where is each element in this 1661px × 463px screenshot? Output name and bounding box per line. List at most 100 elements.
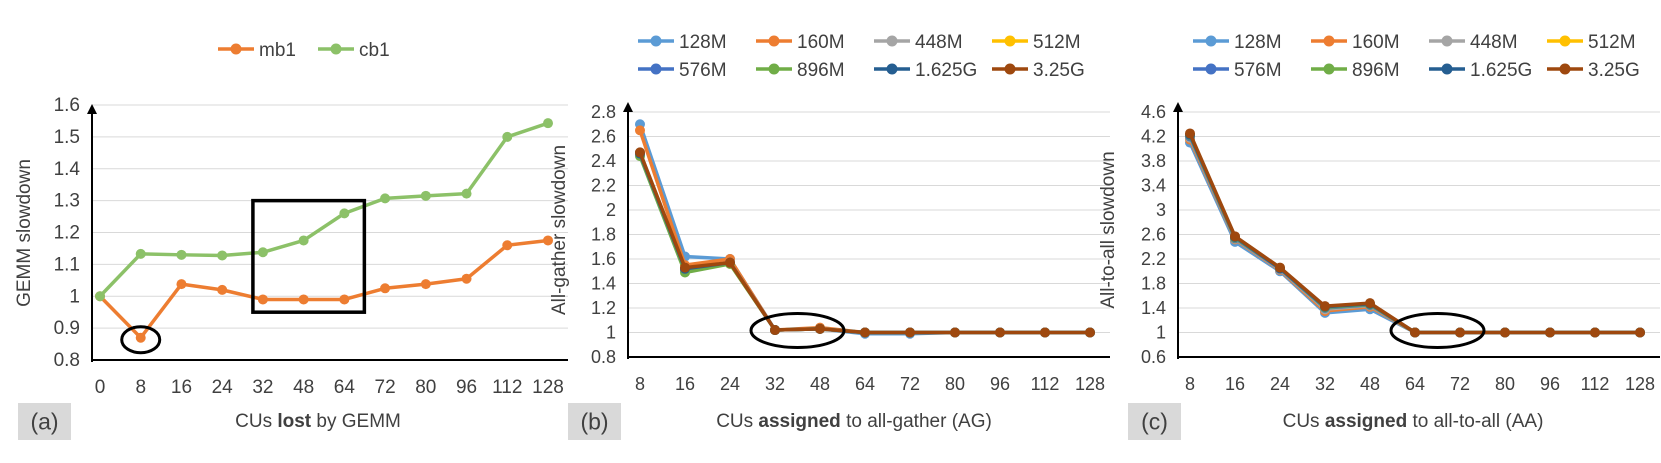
data-point-cb1 — [543, 118, 553, 129]
data-point-cb1 — [257, 247, 268, 258]
x-tick-label: 80 — [1495, 374, 1515, 394]
highlight-ellipse — [1389, 312, 1486, 349]
legend-label-1.625G: 1.625G — [1470, 60, 1532, 81]
x-tick-label: 112 — [1581, 374, 1610, 394]
panel-label: (c) — [1141, 409, 1168, 435]
legend-marker-3.25G — [1004, 63, 1016, 75]
x-tick-label: 112 — [1031, 374, 1060, 394]
legend-label-448M: 448M — [915, 32, 963, 53]
series-line-896M — [638, 155, 1090, 335]
x-tick-label: 16 — [171, 377, 192, 398]
data-point-cb1 — [380, 193, 391, 204]
data-point-mb1 — [543, 235, 553, 246]
x-tick-label: 0 — [95, 377, 106, 398]
data-point-3.25G — [950, 327, 960, 338]
x-tick-label: 16 — [1225, 374, 1245, 394]
data-point-3.25G — [680, 262, 690, 273]
legend-marker-160M — [1323, 35, 1335, 47]
x-axis-label: CUs assigned to all-gather (AG) — [716, 411, 992, 432]
x-tick-label: 32 — [765, 374, 785, 394]
data-point-3.25G — [1500, 327, 1510, 338]
y-tick-label: 2.6 — [591, 127, 616, 147]
legend-label-576M: 576M — [1234, 60, 1282, 81]
legend-label-160M: 160M — [797, 32, 845, 53]
legend-marker-128M — [650, 35, 662, 47]
x-tick-label: 112 — [492, 377, 522, 398]
x-tick-label: 72 — [375, 377, 396, 398]
x-axis-label-part: CUs — [716, 411, 758, 432]
y-axis-label: All-gather slowdown — [549, 145, 570, 315]
x-tick-label: 72 — [900, 374, 920, 394]
series-line-448M — [1188, 137, 1640, 335]
x-tick-label: 80 — [415, 377, 436, 398]
x-tick-label: 96 — [456, 377, 477, 398]
highlight-box — [251, 198, 367, 314]
data-point-3.25G — [1185, 128, 1195, 139]
data-point-3.25G — [1275, 262, 1285, 273]
legend-marker-896M — [1323, 63, 1335, 75]
y-tick-label: 1.1 — [54, 254, 80, 275]
x-tick-label: 8 — [135, 377, 146, 398]
data-point-3.25G — [1455, 327, 1465, 338]
data-point-3.25G — [1545, 327, 1555, 338]
legend-marker-3.25G — [1559, 63, 1571, 75]
data-point-3.25G — [860, 327, 870, 338]
panel-label-box — [568, 403, 621, 440]
y-tick-label: 1.4 — [54, 159, 81, 180]
series-line-512M — [638, 153, 1090, 335]
data-point-3.25G — [770, 325, 780, 336]
x-tick-label: 128 — [1625, 374, 1655, 394]
legend-label-512M: 512M — [1033, 32, 1081, 53]
x-axis-label-part: assigned — [758, 411, 840, 432]
x-tick-label: 16 — [675, 374, 695, 394]
data-point-mb1 — [339, 294, 350, 305]
x-tick-label: 128 — [1075, 374, 1105, 394]
data-point-3.25G — [635, 147, 645, 158]
legend-label-1.625G: 1.625G — [915, 60, 977, 81]
data-point-mb1 — [298, 294, 309, 305]
legend-marker-cb1 — [330, 43, 342, 55]
data-point-mb1 — [380, 283, 391, 294]
y-tick-label: 2.8 — [591, 102, 616, 122]
y-tick-label: 1 — [1156, 323, 1166, 343]
data-point-mb1 — [502, 240, 513, 251]
data-point-3.25G — [1365, 298, 1375, 309]
y-axis-arrow — [623, 102, 633, 112]
x-axis-label-part: CUs — [235, 411, 277, 432]
data-point-3.25G — [905, 327, 915, 338]
highlight-ellipse — [120, 325, 162, 355]
x-tick-label: 96 — [990, 374, 1010, 394]
y-tick-label: 1 — [69, 286, 80, 307]
data-point-cb1 — [135, 248, 146, 259]
y-tick-label: 2 — [606, 200, 616, 220]
y-tick-label: 3.4 — [1141, 176, 1166, 196]
panel-label: (a) — [30, 409, 58, 435]
x-tick-label: 24 — [1270, 374, 1290, 394]
data-point-3.25G — [1040, 327, 1050, 338]
data-point-3.25G — [725, 257, 735, 268]
data-point-3.25G — [1590, 327, 1600, 338]
legend-marker-512M — [1004, 35, 1016, 47]
x-axis-label-part: lost — [277, 411, 311, 432]
y-tick-label: 1.6 — [591, 249, 616, 269]
series-line-cb1 — [98, 121, 549, 298]
data-point-3.25G — [815, 323, 825, 334]
legend-marker-896M — [768, 63, 780, 75]
panel-label: (b) — [580, 409, 608, 435]
legend-marker-576M — [1205, 63, 1217, 75]
series-line-448M — [638, 151, 1090, 335]
legend-label-512M: 512M — [1588, 32, 1636, 53]
x-tick-label: 32 — [1315, 374, 1335, 394]
y-tick-label: 3.8 — [1141, 151, 1166, 171]
y-tick-label: 0.8 — [54, 350, 80, 371]
x-axis-label: CUs lost by GEMM — [235, 411, 401, 432]
highlight-ellipse — [749, 312, 846, 349]
x-tick-label: 128 — [532, 377, 564, 398]
data-point-3.25G — [1635, 327, 1645, 338]
x-axis-label-part: to all-to-all (AA) — [1407, 411, 1543, 432]
legend-label-3.25G: 3.25G — [1588, 60, 1640, 81]
data-point-cb1 — [420, 190, 431, 201]
y-tick-label: 1.6 — [54, 95, 80, 116]
chart-panel-2: 0.8 1 1.2 1.4 1.6 1.8 2 2.2 2.4 2.6 2.8 8 16 24 32 48 64… — [549, 32, 1110, 440]
